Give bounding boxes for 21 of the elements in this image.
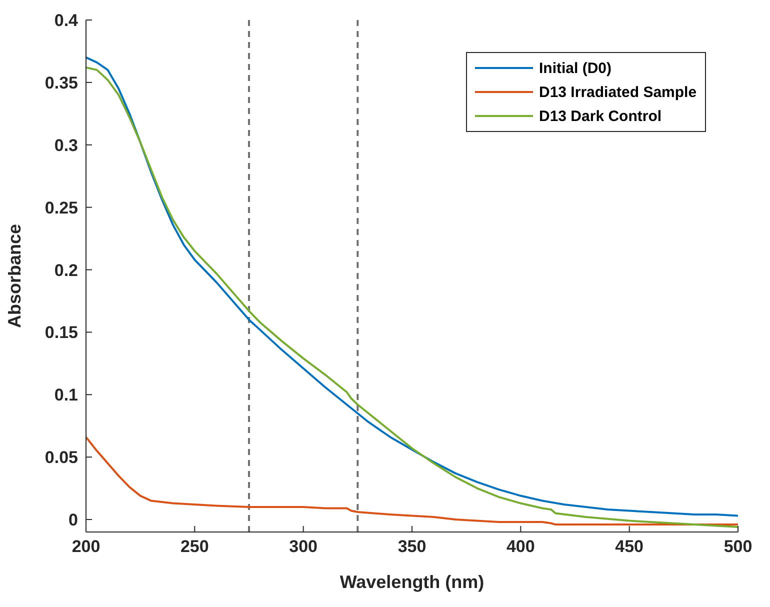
x-tick-label: 300 [289,537,318,556]
x-tick-label: 500 [724,537,752,556]
y-tick-label: 0.4 [54,11,79,30]
y-tick-label: 0.1 [54,386,78,405]
line-series [86,436,738,526]
x-tick-label: 250 [180,537,209,556]
x-tick-label: 400 [506,537,535,556]
y-tick-label: 0 [68,510,78,530]
x-tick-label: 450 [615,537,644,556]
y-tick-label: 0.2 [54,260,78,280]
legend-label: D13 Irradiated Sample [539,84,697,100]
x-tick-label: 200 [72,537,100,556]
y-tick-label: 0.05 [44,448,78,468]
x-tick-label: 350 [398,537,426,556]
y-tick-label: 0.15 [44,323,78,342]
x-axis-title: Wavelength (nm) [340,572,484,592]
legend-label: Initial (D0) [539,60,612,76]
y-tick-label: 0.35 [44,73,78,92]
legend-label: D13 Dark Control [539,108,662,124]
y-tick-label: 0.3 [54,136,78,155]
y-tick-label: 0.25 [44,198,78,218]
